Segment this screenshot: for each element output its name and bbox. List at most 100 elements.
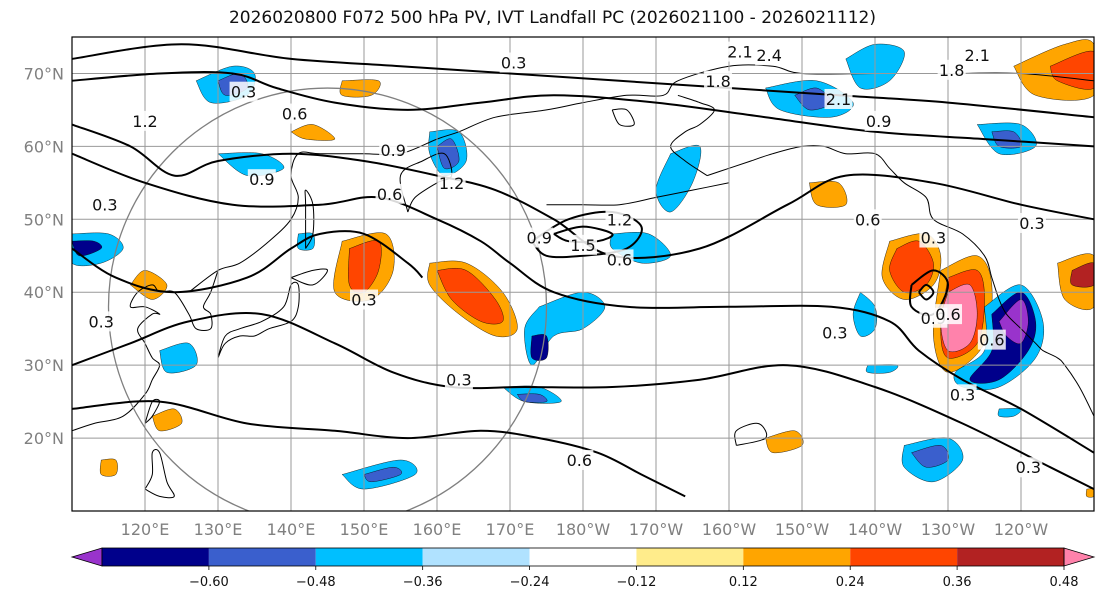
contour-label-16: 0.6 — [853, 209, 882, 230]
colorbar-label-1: −0.48 — [296, 575, 336, 590]
map-frame — [71, 36, 1095, 512]
contour-label-19: 1.5 — [569, 234, 597, 255]
contour-label-10: 1.2 — [131, 110, 159, 131]
coastline-11 — [734, 422, 768, 446]
coastline-12 — [611, 108, 635, 127]
colorbar-label-7: 0.36 — [943, 575, 972, 590]
pv-contour-2 — [72, 123, 1094, 259]
coastline-1 — [399, 152, 453, 213]
colorbar-label-2: −0.36 — [403, 575, 443, 590]
contour-label-32: 0.3 — [1014, 457, 1043, 478]
colorbar: −0.60 −0.48 −0.36 −0.24 −0.12 0.12 0.24 0.36 0.4… — [70, 547, 1096, 590]
colorbar-frame — [101, 547, 1065, 567]
map-title: 2026020800 F072 500 hPa PV, IVT Landfall… — [228, 8, 876, 28]
contour-label-3: 1.8 — [704, 70, 733, 91]
longitude-labels: 120°E 130°E 140°E 150°E 160°E 170°E 180°W 170°W… — [121, 520, 1049, 539]
shaded-region-49 — [865, 364, 899, 374]
svg-text:0.6: 0.6 — [607, 250, 632, 269]
shaded-region-28 — [516, 393, 548, 403]
circle-outline — [107, 87, 548, 511]
contour-label-8: 0.3 — [229, 81, 258, 102]
svg-text:2.1: 2.1 — [826, 90, 851, 109]
contour-label-12: 1.2 — [437, 172, 466, 193]
svg-text:2.1: 2.1 — [964, 46, 989, 65]
pv-contour-0 — [72, 43, 1094, 119]
colorbar-swatch-8 — [957, 548, 1064, 566]
shaded-region-3 — [290, 124, 336, 141]
colorbar-label-5: 0.12 — [729, 575, 758, 590]
contour-label-27: 0.3 — [87, 311, 116, 332]
contour-label-6: 2.1 — [824, 88, 853, 109]
lon-label-10: 140°W — [848, 520, 903, 539]
svg-text:2.4: 2.4 — [756, 46, 781, 65]
contour-label-22: 0.3 — [1017, 212, 1046, 233]
lon-label-8: 160°W — [702, 520, 757, 539]
focus-circle — [107, 87, 548, 511]
svg-text:0.6: 0.6 — [855, 210, 880, 229]
shaded-region-31 — [99, 458, 118, 477]
lon-label-6: 180°W — [556, 520, 611, 539]
lat-label-2: 40°N — [24, 283, 64, 302]
svg-text:0.6: 0.6 — [377, 185, 402, 204]
svg-text:1.2: 1.2 — [439, 174, 464, 193]
svg-text:0.6: 0.6 — [567, 451, 592, 470]
svg-text:0.3: 0.3 — [921, 229, 946, 248]
contour-label-30: 0.3 — [948, 384, 977, 405]
shaded-region-15 — [809, 181, 848, 208]
contour-label-18: 0.9 — [525, 227, 554, 248]
contour-label-31: 0.6 — [565, 449, 594, 470]
svg-text:0.3: 0.3 — [950, 385, 975, 404]
pv-contour-layer — [72, 43, 1094, 498]
shaded-region-34 — [852, 291, 877, 337]
svg-text:0.3: 0.3 — [231, 83, 256, 102]
pv-contour-7 — [531, 210, 643, 259]
coastline-3 — [217, 281, 300, 359]
svg-text:0.3: 0.3 — [92, 196, 117, 215]
shaded-region-24 — [436, 268, 504, 325]
ivt-shading-layer — [72, 39, 1094, 498]
colorbar-swatch-2 — [315, 548, 423, 566]
colorbar-swatch-7 — [850, 548, 958, 566]
colorbar-label-8: 0.48 — [1050, 575, 1079, 590]
contour-label-7: 0.9 — [864, 110, 893, 131]
shaded-region-48 — [997, 408, 1022, 418]
contour-label-layer: 0.32.1 2.41.82.11.82.10.90.30.61.20.91.20… — [87, 41, 1046, 478]
svg-text:0.3: 0.3 — [351, 291, 376, 310]
lon-label-12: 120°W — [994, 520, 1049, 539]
contour-label-11: 0.9 — [379, 140, 408, 161]
lon-label-3: 150°E — [340, 520, 389, 539]
contour-label-23: 0.3 — [350, 289, 378, 310]
svg-text:0.3: 0.3 — [88, 312, 113, 331]
pv-contour-8 — [553, 225, 614, 244]
contour-label-1: 2.1 — [725, 41, 754, 62]
contour-label-25: 0.6 — [934, 304, 962, 325]
contour-label-26: 0.3 — [820, 322, 849, 343]
svg-text:1.2: 1.2 — [132, 112, 157, 131]
svg-text:2.1: 2.1 — [727, 43, 752, 62]
svg-text:0.3: 0.3 — [501, 54, 526, 73]
contour-label-9: 0.6 — [280, 103, 309, 124]
pv-contour-3 — [72, 152, 1094, 454]
pv-contour-5 — [72, 400, 686, 498]
contour-label-17: 1.2 — [605, 209, 634, 230]
svg-text:0.3: 0.3 — [1016, 458, 1041, 477]
lat-label-5: 70°N — [24, 64, 64, 83]
shaded-region-33 — [363, 466, 402, 483]
colorbar-swatch-0 — [102, 548, 209, 566]
pv-contour-9 — [908, 269, 950, 317]
svg-text:0.9: 0.9 — [526, 229, 551, 248]
colorbar-label-4: −0.12 — [617, 575, 657, 590]
contour-label-29: 0.3 — [444, 369, 473, 390]
latitude-labels: 20°N 30°N 40°N 50°N 60°N 70°N — [24, 64, 64, 448]
lon-label-11: 130°W — [921, 520, 976, 539]
coastline-7 — [144, 448, 175, 499]
svg-text:1.5: 1.5 — [570, 236, 595, 255]
lon-label-2: 140°E — [267, 520, 316, 539]
svg-text:1.8: 1.8 — [705, 72, 730, 91]
shaded-region-17 — [72, 240, 102, 257]
pv-contour-10 — [918, 283, 935, 301]
contour-label-4: 2.1 — [963, 45, 992, 66]
lon-label-9: 150°W — [775, 520, 830, 539]
coastline-10 — [546, 182, 730, 206]
